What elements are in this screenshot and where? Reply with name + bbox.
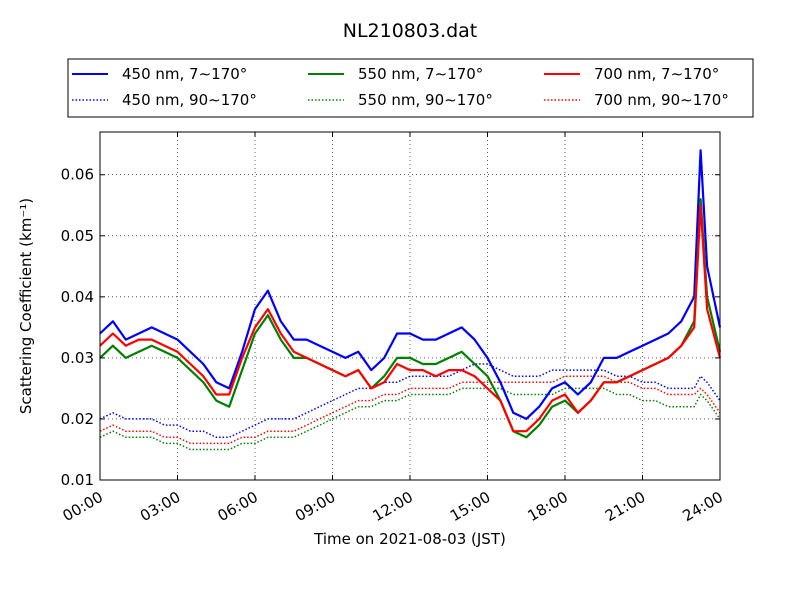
x-tick-label: 00:00 xyxy=(60,488,106,525)
x-tick-label: 15:00 xyxy=(447,488,493,525)
y-tick-label: 0.06 xyxy=(61,166,94,184)
series-line xyxy=(99,363,721,439)
legend-label: 700 nm, 90∼170° xyxy=(594,91,729,109)
legend-label: 450 nm, 7∼170° xyxy=(122,65,247,83)
x-tick-label: 21:00 xyxy=(602,488,648,525)
legend: 450 nm, 7∼170° 550 nm, 7∼170° 700 nm, 7∼17… xyxy=(67,58,754,118)
legend-label: 550 nm, 7∼170° xyxy=(358,65,483,83)
x-tick-label: 18:00 xyxy=(525,488,571,525)
grid xyxy=(100,132,720,480)
axis-ticks: 00:00 03:00 06:00 09:00 12:00 15:00 18:00 21:00… xyxy=(60,132,726,525)
series-line xyxy=(99,198,722,439)
y-tick-label: 0.02 xyxy=(61,410,94,428)
x-tick-label: 09:00 xyxy=(292,488,338,525)
legend-label: 450 nm, 90∼170° xyxy=(122,91,257,109)
y-tick-label: 0.05 xyxy=(61,227,94,245)
y-tick-label: 0.01 xyxy=(61,471,94,489)
y-tick-label: 0.04 xyxy=(61,288,94,306)
chart-title: NL210803.dat xyxy=(343,20,478,42)
x-tick-label: 03:00 xyxy=(137,488,183,525)
series-line xyxy=(99,375,721,445)
series-line xyxy=(99,387,721,451)
x-axis-label: Time on 2021-08-03 (JST) xyxy=(313,530,506,548)
x-tick-label: 12:00 xyxy=(370,488,416,525)
legend-frame xyxy=(67,58,754,118)
x-tick-label: 06:00 xyxy=(215,488,261,525)
y-axis-label: Scattering Coefficient (km⁻¹) xyxy=(17,198,35,414)
legend-label: 700 nm, 7∼170° xyxy=(594,65,719,83)
series-line xyxy=(99,149,722,420)
y-tick-label: 0.03 xyxy=(61,349,94,367)
x-tick-label: 24:00 xyxy=(680,488,726,525)
series-layer xyxy=(99,149,722,451)
legend-label: 550 nm, 90∼170° xyxy=(358,91,493,109)
series-line xyxy=(99,204,722,433)
